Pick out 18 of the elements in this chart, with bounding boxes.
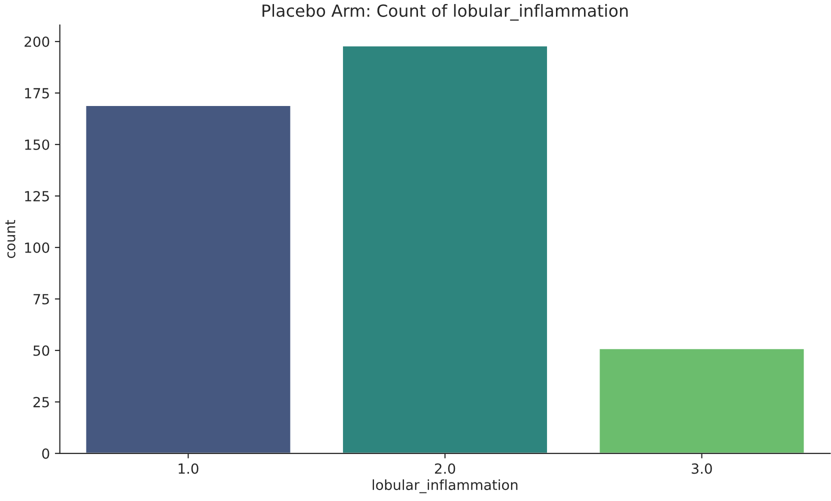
x-tick-label: 1.0 xyxy=(178,463,198,474)
y-tick-label: 200 xyxy=(24,36,50,47)
x-tick-label: 3.0 xyxy=(692,463,712,474)
y-tick-label: 125 xyxy=(25,190,49,202)
bar xyxy=(84,104,292,454)
x-tick-label: 2.0 xyxy=(434,463,456,474)
y-tick-label: 175 xyxy=(25,88,49,98)
bar xyxy=(342,44,548,454)
y-tick-label: 25 xyxy=(33,396,49,408)
y-tick-label: 0 xyxy=(42,448,50,459)
y-axis-title: count xyxy=(5,220,16,258)
y-tick-label: 50 xyxy=(34,345,50,356)
bar xyxy=(598,348,806,454)
x-axis-title: lobular_inflammation xyxy=(372,479,518,494)
y-tick-label: 75 xyxy=(34,294,49,304)
chart-title: Placebo Arm: Count of lobular_inflammation xyxy=(262,4,628,21)
y-tick-label: 150 xyxy=(25,139,50,150)
y-tick-label: 100 xyxy=(25,242,50,253)
